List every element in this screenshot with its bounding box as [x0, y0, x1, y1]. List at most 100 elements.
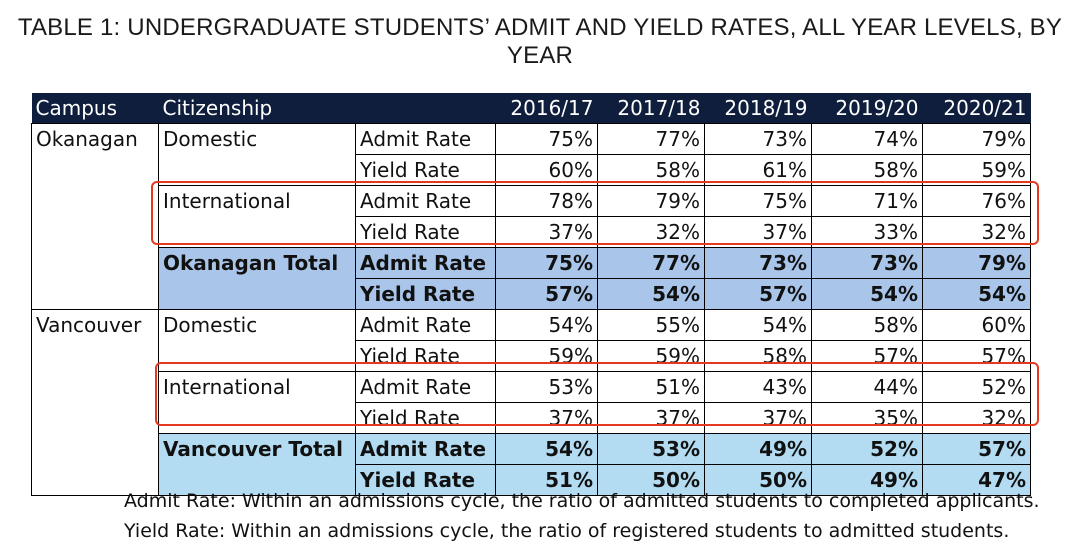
citizenship-cell — [158, 278, 356, 310]
table-row: Yield Rate 37% 37% 37% 35% 32% — [31, 402, 1031, 434]
value-cell: 54% — [495, 433, 598, 465]
value-cell: 51% — [597, 371, 705, 403]
campus-cell — [31, 278, 159, 310]
value-cell: 77% — [597, 247, 705, 279]
table-row: Okanagan Domestic Admit Rate 75% 77% 73% 74% 79… — [31, 123, 1031, 155]
citizenship-cell: Domestic — [158, 123, 356, 155]
value-cell: 60% — [495, 154, 598, 186]
value-cell: 57% — [922, 340, 1031, 372]
campus-cell — [31, 247, 159, 279]
value-cell: 37% — [704, 402, 812, 434]
header-year: 2020/21 — [922, 93, 1031, 124]
footnote-yield-rate: Yield Rate: Within an admissions cycle, … — [124, 520, 1010, 542]
value-cell: 37% — [597, 402, 705, 434]
value-cell: 33% — [811, 216, 923, 248]
value-cell: 44% — [811, 371, 923, 403]
campus-cell — [31, 185, 159, 217]
value-cell: 73% — [704, 247, 812, 279]
value-cell: 60% — [922, 309, 1031, 341]
value-cell: 57% — [495, 278, 598, 310]
value-cell: 54% — [922, 278, 1031, 310]
campus-cell — [31, 154, 159, 186]
value-cell: 37% — [495, 402, 598, 434]
table-title: TABLE 1: UNDERGRADUATE STUDENTS’ ADMIT A… — [17, 14, 1063, 69]
campus-cell — [31, 464, 159, 496]
table-row: Yield Rate 51% 50% 50% 49% 47% — [31, 464, 1031, 496]
value-cell: 59% — [495, 340, 598, 372]
citizenship-cell — [158, 340, 356, 372]
value-cell: 53% — [495, 371, 598, 403]
table-row: Vancouver Total Admit Rate 54% 53% 49% 52% 57% — [31, 433, 1031, 465]
value-cell: 32% — [922, 402, 1031, 434]
metric-cell: Yield Rate — [355, 340, 496, 372]
header-row: Campus Citizenship 2016/17 2017/18 2018/… — [31, 93, 1031, 124]
value-cell: 51% — [495, 464, 598, 496]
footnote-admit-rate: Admit Rate: Within an admissions cycle, … — [124, 490, 1040, 512]
value-cell: 52% — [811, 433, 923, 465]
table-row: Okanagan Total Admit Rate 75% 77% 73% 73% 79% — [31, 247, 1031, 279]
value-cell: 49% — [704, 433, 812, 465]
citizenship-cell: Vancouver Total — [158, 433, 356, 465]
value-cell: 75% — [495, 247, 598, 279]
value-cell: 43% — [704, 371, 812, 403]
value-cell: 57% — [922, 433, 1031, 465]
metric-cell: Yield Rate — [355, 216, 496, 248]
header-year: 2018/19 — [704, 93, 812, 124]
value-cell: 54% — [495, 309, 598, 341]
value-cell: 79% — [922, 123, 1031, 155]
value-cell: 75% — [704, 185, 812, 217]
table-row: Yield Rate 60% 58% 61% 58% 59% — [31, 154, 1031, 186]
table-row: Vancouver Domestic Admit Rate 54% 55% 54% 58% 6… — [31, 309, 1031, 341]
value-cell: 32% — [597, 216, 705, 248]
value-cell: 37% — [495, 216, 598, 248]
value-cell: 54% — [811, 278, 923, 310]
value-cell: 71% — [811, 185, 923, 217]
metric-cell: Yield Rate — [355, 402, 496, 434]
value-cell: 58% — [704, 340, 812, 372]
value-cell: 57% — [811, 340, 923, 372]
value-cell: 54% — [704, 309, 812, 341]
citizenship-cell — [158, 216, 356, 248]
header-metric — [355, 93, 496, 124]
value-cell: 50% — [597, 464, 705, 496]
campus-cell — [31, 371, 159, 403]
value-cell: 52% — [922, 371, 1031, 403]
value-cell: 76% — [922, 185, 1031, 217]
citizenship-cell: Domestic — [158, 309, 356, 341]
campus-cell: Vancouver — [31, 309, 159, 341]
header-year: 2016/17 — [495, 93, 598, 124]
header-year: 2017/18 — [597, 93, 705, 124]
citizenship-cell: Okanagan Total — [158, 247, 356, 279]
campus-cell — [31, 433, 159, 465]
citizenship-cell — [158, 154, 356, 186]
metric-cell: Admit Rate — [355, 123, 496, 155]
value-cell: 75% — [495, 123, 598, 155]
table-row: International Admit Rate 78% 79% 75% 71% 76% — [31, 185, 1031, 217]
value-cell: 73% — [704, 123, 812, 155]
value-cell: 58% — [811, 154, 923, 186]
value-cell: 32% — [922, 216, 1031, 248]
value-cell: 57% — [704, 278, 812, 310]
header-citizenship: Citizenship — [158, 93, 356, 124]
value-cell: 79% — [922, 247, 1031, 279]
value-cell: 78% — [495, 185, 598, 217]
campus-cell — [31, 402, 159, 434]
header-campus: Campus — [31, 93, 159, 124]
metric-cell: Admit Rate — [355, 247, 496, 279]
value-cell: 55% — [597, 309, 705, 341]
value-cell: 47% — [922, 464, 1031, 496]
value-cell: 79% — [597, 185, 705, 217]
metric-cell: Yield Rate — [355, 464, 496, 496]
value-cell: 54% — [597, 278, 705, 310]
campus-cell: Okanagan — [31, 123, 159, 155]
metric-cell: Admit Rate — [355, 433, 496, 465]
citizenship-cell: International — [158, 185, 356, 217]
value-cell: 53% — [597, 433, 705, 465]
value-cell: 58% — [811, 309, 923, 341]
citizenship-cell: International — [158, 371, 356, 403]
value-cell: 59% — [597, 340, 705, 372]
citizenship-cell — [158, 464, 356, 496]
table-row: International Admit Rate 53% 51% 43% 44% 52% — [31, 371, 1031, 403]
value-cell: 50% — [704, 464, 812, 496]
metric-cell: Yield Rate — [355, 278, 496, 310]
